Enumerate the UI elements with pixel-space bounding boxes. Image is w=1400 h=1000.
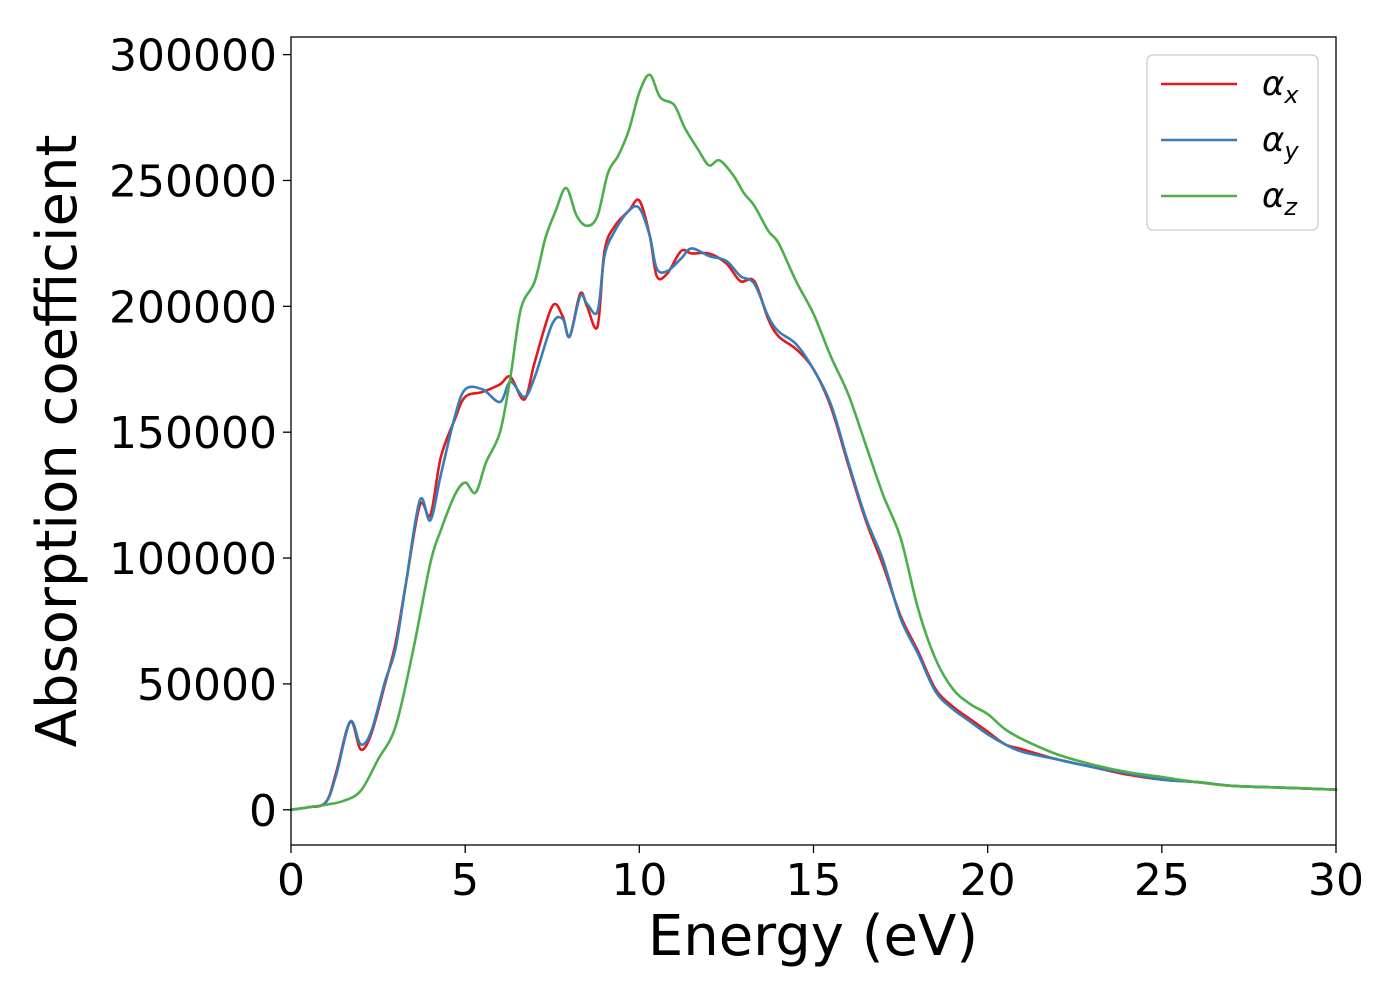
y-tick-label: 50000 (137, 660, 277, 711)
y-axis-ticks: 0 50000 100000 150000 200000 250000 300000 (109, 31, 291, 837)
x-tick-label: 10 (611, 855, 667, 906)
y-tick-label: 0 (249, 786, 277, 837)
x-tick-label: 25 (1134, 855, 1190, 906)
legend: αx αy αz (1146, 54, 1319, 231)
series-line-y (289, 204, 1338, 812)
y-tick-label: 250000 (109, 156, 277, 207)
y-axis-title: Absorption coefficient (25, 135, 90, 748)
x-axis-ticks: 0 5 10 15 20 25 30 (277, 845, 1364, 906)
y-tick-label: 200000 (109, 282, 277, 333)
legend-label-y: αy (1262, 120, 1299, 165)
legend-box (1146, 54, 1319, 231)
legend-label-x: αx (1262, 64, 1299, 109)
x-tick-label: 5 (451, 855, 479, 906)
y-tick-label: 300000 (109, 31, 277, 82)
x-tick-label: 20 (960, 855, 1016, 906)
x-tick-label: 15 (786, 855, 842, 906)
legend-label-z: αz (1262, 176, 1298, 221)
x-tick-label: 0 (277, 855, 305, 906)
series-line-z (289, 73, 1338, 812)
x-axis-title: Energy (eV) (648, 904, 978, 969)
series-layer (289, 73, 1338, 812)
y-tick-label: 150000 (109, 408, 277, 459)
y-tick-label: 100000 (109, 534, 277, 585)
x-tick-label: 30 (1308, 855, 1364, 906)
